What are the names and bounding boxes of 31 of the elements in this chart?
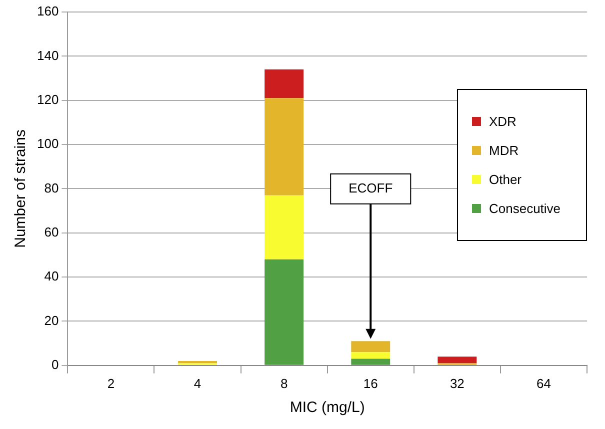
- y-tick-label: 140: [36, 48, 59, 63]
- y-tick-label: 80: [44, 180, 59, 196]
- y-tick-label: 20: [44, 312, 59, 328]
- legend-label: Consecutive: [489, 200, 561, 216]
- y-tick-label: 60: [44, 224, 59, 240]
- bar: [264, 195, 304, 260]
- annotation: ECOFF: [348, 180, 393, 196]
- bar: [264, 259, 304, 365]
- bar: [351, 341, 390, 352]
- y-tick-label: 40: [44, 268, 59, 284]
- bar: [351, 358, 390, 365]
- x-tick-label: 8: [280, 376, 288, 391]
- x-tick-label: 2: [107, 376, 115, 391]
- legend-label: XDR: [489, 114, 516, 129]
- legend-label: Other: [489, 172, 522, 187]
- x-tick-label: 16: [363, 376, 378, 391]
- x-tick-label: 4: [194, 376, 202, 391]
- y-tick-label: 160: [36, 4, 59, 19]
- y-axis-title: Number of strains: [12, 130, 30, 248]
- bar: [351, 352, 390, 359]
- y-tick-label: 0: [51, 356, 59, 372]
- x-tick-label: 32: [450, 376, 464, 391]
- bar: [438, 356, 477, 364]
- bar: [264, 98, 304, 196]
- x-tick-label: 64: [536, 376, 551, 391]
- x-axis-title: MIC (mg/L): [290, 399, 365, 416]
- y-tick-label: 120: [36, 92, 59, 107]
- y-tick-label: 100: [36, 136, 59, 152]
- bar: [178, 360, 217, 364]
- bar: [264, 69, 304, 98]
- legend-label: MDR: [489, 142, 519, 158]
